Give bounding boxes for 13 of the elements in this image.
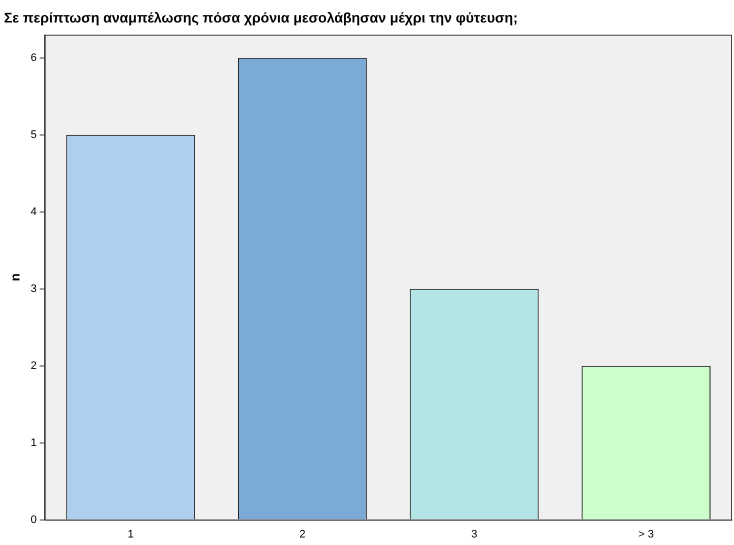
y-tick-label: 5: [30, 128, 37, 141]
y-tick-label: 3: [30, 282, 37, 295]
x-tick-label: 3: [471, 528, 478, 540]
y-axis-title: n: [7, 273, 22, 282]
y-tick-label: 0: [30, 514, 37, 526]
y-tick-label: 6: [30, 52, 37, 64]
x-tick-label: > 3: [638, 528, 654, 540]
chart-title: Σε περίπτωση αναμπέλωσης πόσα χρόνια μεσολάβησαν μέχρι την φύτευση;: [4, 9, 518, 26]
y-tick-label: 1: [30, 436, 37, 449]
x-tick-label: 1: [128, 528, 134, 540]
y-tick-label: 4: [30, 206, 37, 218]
x-tick-label: 2: [299, 528, 306, 540]
y-tick-label: 2: [30, 360, 37, 372]
